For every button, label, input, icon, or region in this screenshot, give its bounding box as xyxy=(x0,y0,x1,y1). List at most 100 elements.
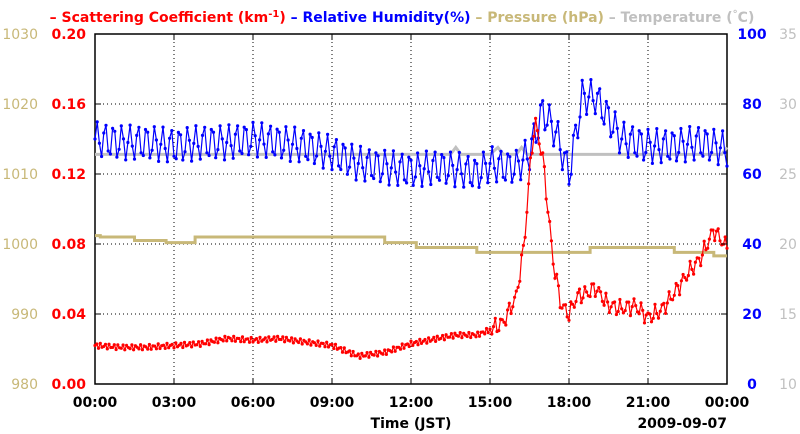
temperature-tick-label: 10 xyxy=(779,377,797,393)
data-point xyxy=(427,170,431,174)
data-point xyxy=(179,341,183,345)
data-point xyxy=(569,172,573,176)
data-point xyxy=(623,309,627,313)
data-point xyxy=(631,125,635,129)
data-point xyxy=(152,125,156,129)
data-point xyxy=(348,165,352,169)
data-point xyxy=(516,159,521,163)
data-point xyxy=(369,173,374,178)
data-point xyxy=(385,162,389,166)
data-point xyxy=(567,318,571,322)
data-point xyxy=(190,159,194,163)
data-point xyxy=(490,332,494,336)
data-point xyxy=(240,335,245,339)
data-point xyxy=(137,347,141,351)
data-point xyxy=(275,127,279,131)
data-point xyxy=(288,339,292,343)
data-point xyxy=(352,156,356,160)
data-point xyxy=(565,315,569,319)
data-point xyxy=(710,150,714,155)
x-tick-label: 00:00 xyxy=(705,395,750,411)
data-point xyxy=(150,148,154,152)
data-point xyxy=(255,155,259,159)
data-point xyxy=(434,339,438,343)
legend-suffix: ) xyxy=(279,10,285,26)
data-point xyxy=(453,185,457,189)
data-point xyxy=(582,91,587,95)
data-point xyxy=(163,146,167,151)
data-point xyxy=(576,136,580,140)
data-point xyxy=(544,197,548,201)
data-point xyxy=(553,276,557,280)
data-point xyxy=(457,150,461,155)
data-point xyxy=(358,144,363,148)
data-point xyxy=(372,353,376,357)
data-point xyxy=(632,297,636,301)
data-point xyxy=(394,170,398,174)
data-point xyxy=(661,137,666,141)
data-point xyxy=(556,120,560,124)
data-point xyxy=(425,341,429,345)
data-point xyxy=(558,148,562,152)
data-point xyxy=(349,354,353,358)
data-point xyxy=(196,144,200,148)
data-point xyxy=(321,341,325,346)
data-point xyxy=(714,229,719,233)
data-point xyxy=(244,128,248,132)
data-point xyxy=(372,176,376,181)
data-point xyxy=(367,148,371,152)
data-point xyxy=(400,152,404,156)
legend-suffix: C) xyxy=(738,10,755,26)
data-point xyxy=(620,307,624,311)
data-point xyxy=(721,129,725,133)
data-point xyxy=(440,153,444,157)
data-point xyxy=(393,349,397,353)
data-point xyxy=(662,301,666,305)
data-point xyxy=(486,181,490,185)
data-point xyxy=(161,125,165,129)
data-point xyxy=(597,286,601,290)
data-point xyxy=(725,246,729,250)
data-point xyxy=(700,253,705,257)
data-point xyxy=(376,354,380,358)
data-point xyxy=(718,146,723,150)
data-point xyxy=(690,267,694,271)
data-point xyxy=(108,152,112,156)
data-point xyxy=(194,124,198,128)
scattering-tick-label: 0.16 xyxy=(51,97,86,113)
data-point xyxy=(585,112,589,116)
data-point xyxy=(548,219,552,224)
data-point xyxy=(307,338,311,342)
data-point xyxy=(279,156,284,160)
axis-ticks xyxy=(94,33,728,385)
data-point xyxy=(587,95,591,99)
data-point xyxy=(97,141,101,145)
data-point xyxy=(117,147,121,151)
data-point xyxy=(499,149,503,153)
data-point xyxy=(195,343,199,347)
data-point xyxy=(676,284,680,288)
data-point xyxy=(530,151,534,155)
data-point xyxy=(143,127,148,132)
date-label: 2009-09-07 xyxy=(637,416,727,432)
data-point xyxy=(430,338,434,342)
data-point xyxy=(132,348,136,352)
data-point xyxy=(258,138,262,142)
data-point xyxy=(541,151,545,155)
pressure-tick-label: 990 xyxy=(11,307,38,323)
data-point xyxy=(130,144,134,148)
data-point xyxy=(725,164,729,168)
data-point xyxy=(679,126,683,131)
data-point xyxy=(655,311,659,316)
data-point xyxy=(670,131,674,135)
data-point xyxy=(624,142,628,146)
data-point xyxy=(656,316,661,320)
data-point xyxy=(220,137,224,141)
data-point xyxy=(441,333,445,338)
data-point xyxy=(181,158,185,162)
data-point xyxy=(545,123,549,127)
data-point xyxy=(154,347,158,351)
data-point xyxy=(233,339,237,343)
data-point xyxy=(646,127,650,131)
data-point xyxy=(247,340,252,344)
